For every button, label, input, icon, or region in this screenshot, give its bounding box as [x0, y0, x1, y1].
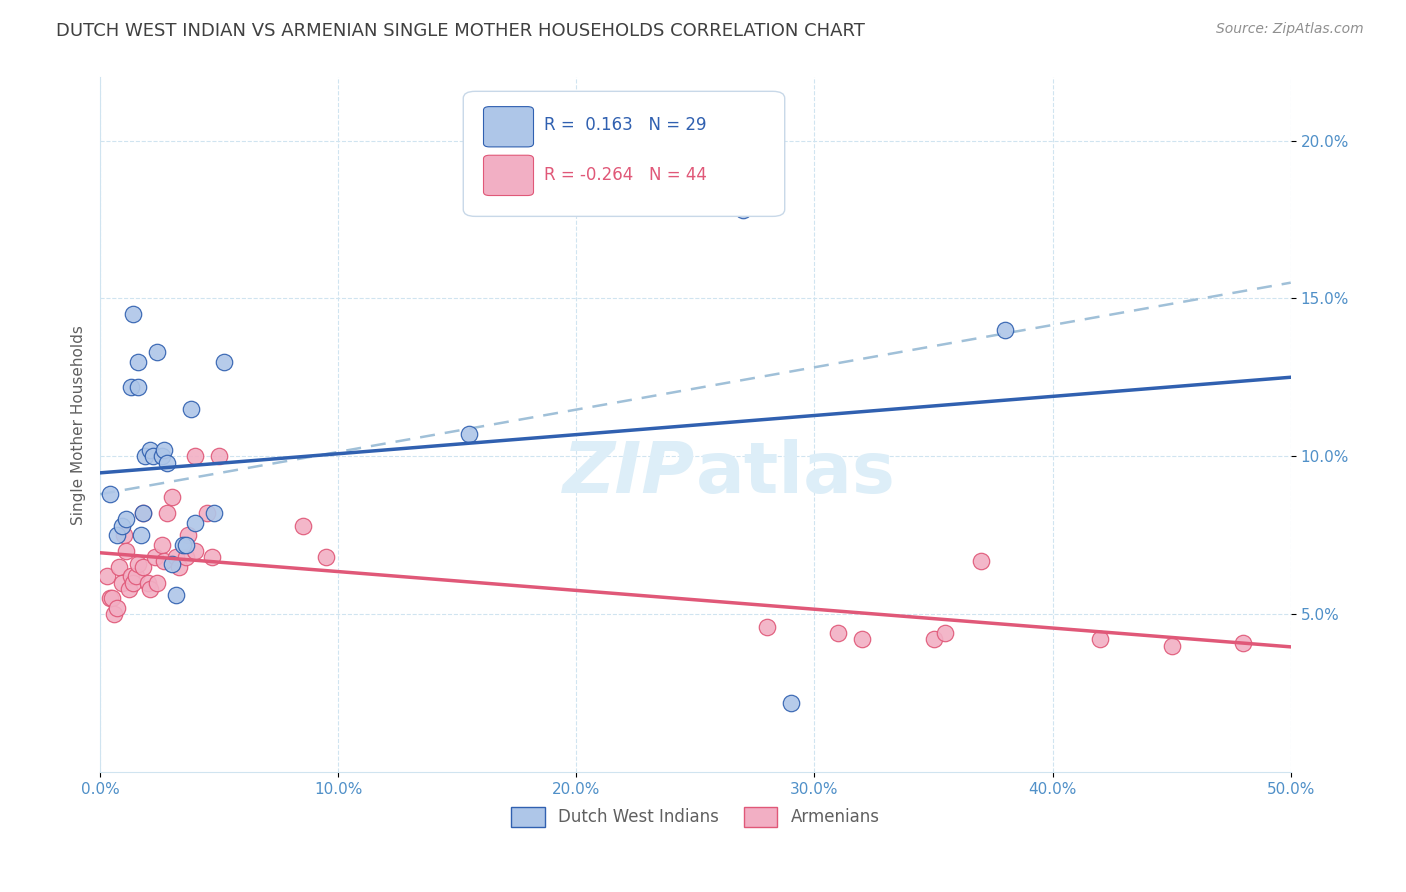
Text: ZIP: ZIP	[564, 439, 696, 508]
Point	[146, 575, 169, 590]
Point	[315, 550, 337, 565]
Point	[150, 450, 173, 464]
Point	[851, 632, 873, 647]
Point	[934, 626, 956, 640]
Point	[165, 588, 187, 602]
Point	[127, 557, 149, 571]
Point	[122, 575, 145, 590]
Text: DUTCH WEST INDIAN VS ARMENIAN SINGLE MOTHER HOUSEHOLDS CORRELATION CHART: DUTCH WEST INDIAN VS ARMENIAN SINGLE MOT…	[56, 22, 865, 40]
Point	[731, 202, 754, 217]
Point	[136, 575, 159, 590]
Point	[143, 550, 166, 565]
Point	[103, 607, 125, 622]
Point	[98, 487, 121, 501]
Point	[115, 544, 138, 558]
Point	[184, 450, 207, 464]
FancyBboxPatch shape	[463, 91, 785, 217]
Point	[156, 506, 179, 520]
Point	[115, 512, 138, 526]
Point	[129, 528, 152, 542]
Point	[153, 442, 176, 457]
Point	[112, 528, 135, 542]
Point	[141, 450, 163, 464]
Point	[150, 538, 173, 552]
Point	[132, 506, 155, 520]
Point	[1160, 639, 1182, 653]
Point	[165, 550, 187, 565]
Point	[779, 696, 801, 710]
Point	[970, 553, 993, 567]
Point	[105, 528, 128, 542]
Text: R = -0.264   N = 44: R = -0.264 N = 44	[544, 166, 707, 184]
Point	[160, 557, 183, 571]
Point	[122, 307, 145, 321]
Point	[184, 516, 207, 530]
Point	[96, 569, 118, 583]
Point	[98, 591, 121, 606]
Point	[212, 354, 235, 368]
Point	[110, 575, 132, 590]
Point	[127, 354, 149, 368]
Point	[184, 544, 207, 558]
Point	[110, 518, 132, 533]
FancyBboxPatch shape	[484, 107, 533, 147]
Point	[994, 323, 1017, 337]
Point	[458, 427, 481, 442]
FancyBboxPatch shape	[484, 155, 533, 195]
Point	[827, 626, 849, 640]
Point	[201, 550, 224, 565]
Point	[172, 538, 194, 552]
Point	[101, 591, 124, 606]
Point	[127, 380, 149, 394]
Point	[291, 518, 314, 533]
Text: atlas: atlas	[696, 439, 896, 508]
Point	[174, 550, 197, 565]
Text: R =  0.163   N = 29: R = 0.163 N = 29	[544, 116, 707, 134]
Point	[108, 559, 131, 574]
Point	[204, 506, 226, 520]
Point	[177, 528, 200, 542]
Point	[922, 632, 945, 647]
Point	[139, 442, 162, 457]
Text: Source: ZipAtlas.com: Source: ZipAtlas.com	[1216, 22, 1364, 37]
Point	[120, 380, 142, 394]
Point	[118, 582, 141, 596]
Point	[1232, 635, 1254, 649]
Point	[132, 506, 155, 520]
Point	[125, 569, 148, 583]
Y-axis label: Single Mother Households: Single Mother Households	[72, 325, 86, 524]
Point	[167, 559, 190, 574]
Point	[134, 450, 156, 464]
Point	[105, 600, 128, 615]
Point	[174, 538, 197, 552]
Point	[120, 569, 142, 583]
Point	[139, 582, 162, 596]
Point	[156, 456, 179, 470]
Point	[160, 491, 183, 505]
Point	[180, 401, 202, 416]
Point	[146, 345, 169, 359]
Point	[208, 450, 231, 464]
Point	[755, 620, 778, 634]
Point	[195, 506, 218, 520]
Point	[153, 553, 176, 567]
Point	[132, 559, 155, 574]
Point	[1090, 632, 1112, 647]
Legend: Dutch West Indians, Armenians: Dutch West Indians, Armenians	[505, 801, 886, 833]
